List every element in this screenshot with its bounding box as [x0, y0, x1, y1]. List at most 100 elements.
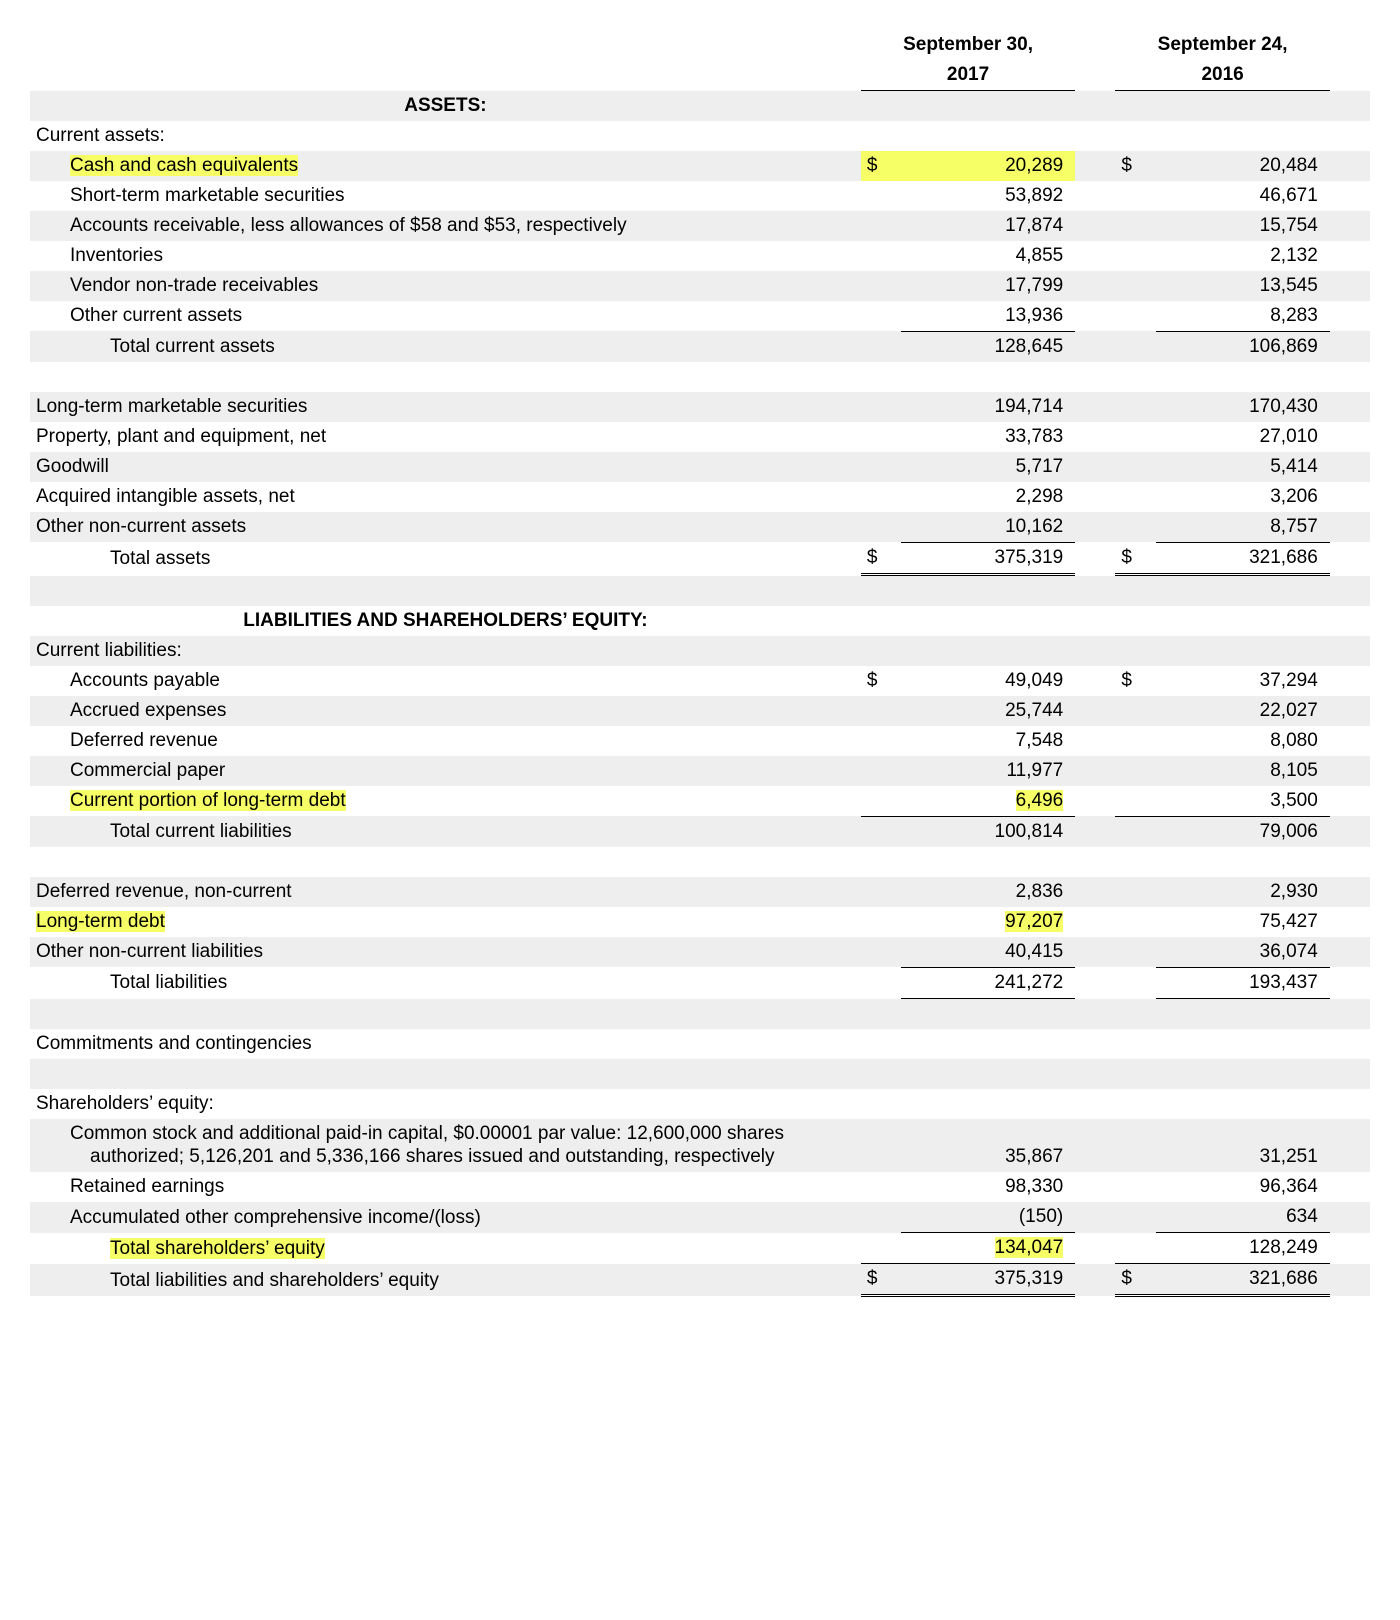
- accrued-row: Accrued expenses 25,744 22,027: [30, 696, 1370, 726]
- total-ca-c2: 106,869: [1156, 331, 1330, 362]
- ar-row: Accounts receivable, less allowances of …: [30, 211, 1370, 241]
- accrued-c2: 22,027: [1156, 696, 1330, 726]
- ap-label: Accounts payable: [30, 666, 861, 696]
- spacer-row: [30, 574, 1370, 606]
- cur-ltd-c2: 3,500: [1156, 786, 1330, 817]
- cash-c2: 20,484: [1156, 151, 1330, 181]
- lt-securities-label: Long-term marketable securities: [30, 392, 861, 422]
- vendor-label: Vendor non-trade receivables: [30, 271, 861, 301]
- aoci-c2: 634: [1156, 1202, 1330, 1233]
- cash-c1: 20,289: [901, 151, 1075, 181]
- common-row: Common stock and additional paid-in capi…: [30, 1119, 1370, 1173]
- spacer-row: [30, 847, 1370, 877]
- intangibles-label: Acquired intangible assets, net: [30, 482, 861, 512]
- ppe-c2: 27,010: [1156, 422, 1330, 452]
- st-securities-row: Short-term marketable securities 53,892 …: [30, 181, 1370, 211]
- total-se-label: Total shareholders’ equity: [110, 1238, 325, 1259]
- cp-c2: 8,105: [1156, 756, 1330, 786]
- other-ncl-row: Other non-current liabilities 40,415 36,…: [30, 937, 1370, 968]
- common-c2: 31,251: [1156, 1119, 1330, 1173]
- def-rev-c2: 8,080: [1156, 726, 1330, 756]
- other-ca-c2: 8,283: [1156, 301, 1330, 332]
- current-assets-label: Current assets:: [30, 121, 861, 151]
- lt-securities-c2: 170,430: [1156, 392, 1330, 422]
- other-ncl-c2: 36,074: [1156, 937, 1330, 968]
- col1-header-line1: September 30,: [861, 30, 1075, 60]
- total-liab-label: Total liabilities: [30, 967, 861, 998]
- total-assets-row: Total assets $ 375,319 $ 321,686: [30, 542, 1370, 574]
- total-assets-label: Total assets: [30, 542, 861, 574]
- ap-sym2: $: [1115, 666, 1155, 696]
- current-liab-label: Current liabilities:: [30, 636, 861, 666]
- total-lse-sym1: $: [861, 1264, 901, 1296]
- ap-row: Accounts payable $ 49,049 $ 37,294: [30, 666, 1370, 696]
- inventories-label: Inventories: [30, 241, 861, 271]
- total-se-c1: 134,047: [995, 1237, 1064, 1258]
- intangibles-c2: 3,206: [1156, 482, 1330, 512]
- ppe-c1: 33,783: [901, 422, 1075, 452]
- cp-c1: 11,977: [901, 756, 1075, 786]
- def-rev-nc-label: Deferred revenue, non-current: [30, 877, 861, 907]
- ltd-label: Long-term debt: [36, 911, 165, 932]
- retained-row: Retained earnings 98,330 96,364: [30, 1172, 1370, 1202]
- spacer-row: [30, 1059, 1370, 1089]
- balance-sheet-table: September 30, September 24, 2017 2016 AS…: [30, 30, 1370, 1297]
- total-ca-label: Total current assets: [30, 331, 861, 362]
- inventories-row: Inventories 4,855 2,132: [30, 241, 1370, 271]
- cur-ltd-label: Current portion of long-term debt: [70, 790, 346, 811]
- def-rev-row: Deferred revenue 7,548 8,080: [30, 726, 1370, 756]
- col2-header-line2: 2016: [1115, 60, 1329, 91]
- total-assets-c2: 321,686: [1156, 542, 1330, 574]
- total-liab-c2: 193,437: [1156, 967, 1330, 998]
- cash-sym2: $: [1115, 151, 1155, 181]
- retained-c1: 98,330: [901, 1172, 1075, 1202]
- total-ca-row: Total current assets 128,645 106,869: [30, 331, 1370, 362]
- ar-c1: 17,874: [901, 211, 1075, 241]
- ap-sym1: $: [861, 666, 901, 696]
- total-lse-c2: 321,686: [1156, 1264, 1330, 1296]
- col1-header-line2: 2017: [861, 60, 1075, 91]
- assets-section-row: ASSETS:: [30, 91, 1370, 121]
- total-assets-sym1: $: [861, 542, 901, 574]
- cash-row: Cash and cash equivalents $ 20,289 $ 20,…: [30, 151, 1370, 181]
- other-nca-c1: 10,162: [901, 512, 1075, 543]
- goodwill-c1: 5,717: [901, 452, 1075, 482]
- header-row-2: 2017 2016: [30, 60, 1370, 91]
- cp-row: Commercial paper 11,977 8,105: [30, 756, 1370, 786]
- ltd-c2: 75,427: [1156, 907, 1330, 937]
- se-header-label: Shareholders’ equity:: [30, 1089, 861, 1119]
- retained-label: Retained earnings: [30, 1172, 861, 1202]
- goodwill-c2: 5,414: [1156, 452, 1330, 482]
- goodwill-row: Goodwill 5,717 5,414: [30, 452, 1370, 482]
- commit-row: Commitments and contingencies: [30, 1029, 1370, 1059]
- def-rev-nc-c1: 2,836: [901, 877, 1075, 907]
- total-lse-sym2: $: [1115, 1264, 1155, 1296]
- spacer-row: [30, 998, 1370, 1029]
- total-se-c2: 128,249: [1156, 1233, 1330, 1264]
- aoci-label: Accumulated other comprehensive income/(…: [30, 1202, 861, 1233]
- total-cl-label: Total current liabilities: [30, 816, 861, 847]
- assets-section-title: ASSETS:: [30, 91, 861, 121]
- other-nca-row: Other non-current assets 10,162 8,757: [30, 512, 1370, 543]
- inventories-c1: 4,855: [901, 241, 1075, 271]
- cp-label: Commercial paper: [30, 756, 861, 786]
- liab-section-row: LIABILITIES AND SHAREHOLDERS’ EQUITY:: [30, 606, 1370, 636]
- def-rev-nc-row: Deferred revenue, non-current 2,836 2,93…: [30, 877, 1370, 907]
- lt-securities-row: Long-term marketable securities 194,714 …: [30, 392, 1370, 422]
- cur-ltd-c1: 6,496: [1016, 790, 1064, 811]
- ppe-label: Property, plant and equipment, net: [30, 422, 861, 452]
- other-nca-c2: 8,757: [1156, 512, 1330, 543]
- intangibles-c1: 2,298: [901, 482, 1075, 512]
- intangibles-row: Acquired intangible assets, net 2,298 3,…: [30, 482, 1370, 512]
- ppe-row: Property, plant and equipment, net 33,78…: [30, 422, 1370, 452]
- vendor-c1: 17,799: [901, 271, 1075, 301]
- ar-c2: 15,754: [1156, 211, 1330, 241]
- ar-label: Accounts receivable, less allowances of …: [30, 211, 861, 241]
- total-liab-c1: 241,272: [901, 967, 1075, 998]
- retained-c2: 96,364: [1156, 1172, 1330, 1202]
- common-label: Common stock and additional paid-in capi…: [30, 1119, 861, 1173]
- total-lse-c1: 375,319: [901, 1264, 1075, 1296]
- other-ca-c1: 13,936: [901, 301, 1075, 332]
- total-lse-label: Total liabilities and shareholders’ equi…: [30, 1264, 861, 1296]
- cash-sym1: $: [861, 151, 901, 181]
